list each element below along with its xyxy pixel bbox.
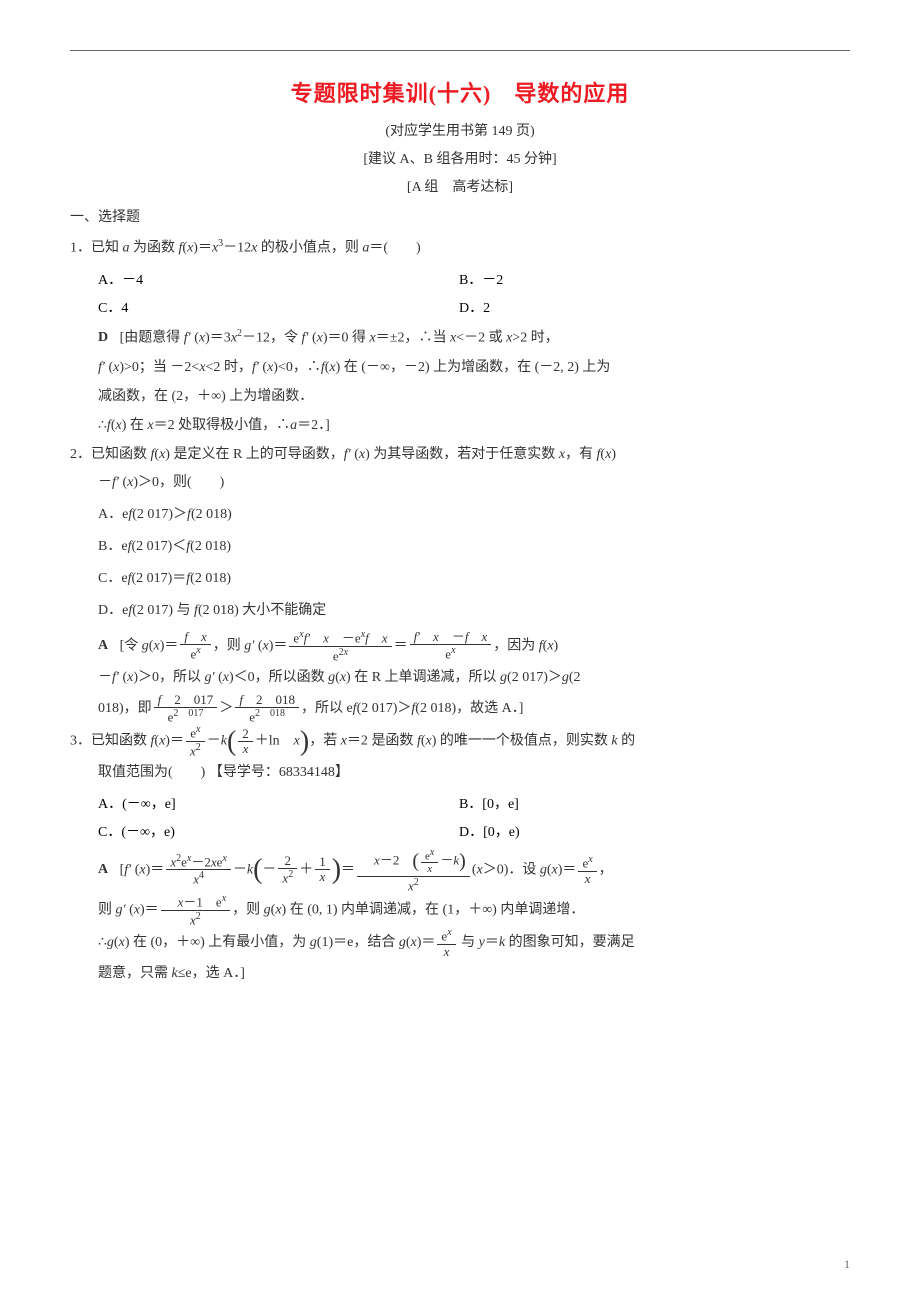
q2-od-1: D．e bbox=[98, 603, 128, 618]
q2-sl-3: ，因为 bbox=[493, 638, 539, 653]
q1-answer: D bbox=[98, 330, 108, 345]
q2-sl-4: ，所以 bbox=[159, 670, 205, 685]
q1-options: A．－4 B．－2 C．4 D．2 bbox=[70, 267, 850, 323]
q2-stem-1: 2．已知函数 bbox=[70, 447, 151, 462]
q3-st-6: 取值范围为( ) bbox=[98, 765, 205, 780]
q3-sl-7: ∴ bbox=[98, 936, 107, 951]
q2-sl-7: 018)，即 bbox=[98, 701, 152, 716]
question-3: 3．已知函数 f(x)＝exx2－k(2x＋ln x)，若 x＝2 是函数 f(… bbox=[70, 724, 850, 786]
q2-oc-2: (2 017)＝ bbox=[131, 571, 186, 586]
guide-number: 【导学号：68334148】 bbox=[209, 765, 349, 780]
q3-options: A．(－∞，e] B．[0，e] C．(－∞，e) D．[0，e) bbox=[70, 791, 850, 847]
q3-st-5: 的 bbox=[618, 734, 636, 749]
q1-sol-12: ∴ bbox=[98, 418, 107, 433]
q2-sl-10: (2 018)，故选 A．] bbox=[415, 701, 523, 716]
q3-sl-4: 则 bbox=[98, 903, 116, 918]
q3-st-1: 3．已知函数 bbox=[70, 734, 151, 749]
q1-option-d: D．2 bbox=[459, 295, 820, 323]
q3-sl-8: 在 (0，＋∞) 上有最小值，为 bbox=[129, 936, 309, 951]
q1-sol-1: [由题意得 bbox=[120, 330, 184, 345]
q3-sl-6: 在 (0, 1) 内单调递减，在 (1，＋∞) 内单调递增． bbox=[286, 903, 584, 918]
page-number: 1 bbox=[844, 1257, 850, 1272]
q3-sl-12: 题意，只需 bbox=[98, 966, 172, 981]
top-divider bbox=[70, 50, 850, 51]
q1-sol-11: 减函数，在 (2，＋∞) 上为增函数． bbox=[98, 389, 313, 404]
q3-sl-2: ．设 bbox=[508, 862, 540, 877]
q2-sl-1: [令 bbox=[120, 638, 142, 653]
q1-sol-3: 得 bbox=[349, 330, 370, 345]
q1-sol-2: ，令 bbox=[270, 330, 302, 345]
q3-sl-11: 的图象可知，要满足 bbox=[505, 936, 635, 951]
q1-sol-8: 时， bbox=[220, 360, 252, 375]
q2-stem-5: ，则( ) bbox=[159, 475, 224, 490]
q2-sl-5: ，所以函数 bbox=[255, 670, 329, 685]
q2-answer: A bbox=[98, 638, 108, 653]
q2-oa-2: (2 017)＞ bbox=[132, 507, 187, 522]
q2-options: A．ef(2 017)＞f(2 018) B．ef(2 017)＜f(2 018… bbox=[70, 501, 850, 625]
q1-stem-1: 1．已知 bbox=[70, 241, 123, 256]
q2-ob-2: (2 017)＜ bbox=[131, 539, 186, 554]
q2-sl-8: ，所以 e bbox=[301, 701, 353, 716]
q2-stem-2: 是定义在 R 上的可导函数， bbox=[170, 447, 344, 462]
q2-oa-3: (2 018) bbox=[191, 507, 232, 522]
q3-st-2: ，若 bbox=[309, 734, 341, 749]
q2-sl-9: (2 017)＞ bbox=[357, 701, 412, 716]
subtitle-group: [A 组 高考达标] bbox=[70, 176, 850, 196]
q1-sol-6: 时， bbox=[527, 330, 559, 345]
q1-sol-14: 处取得极小值，∴ bbox=[175, 418, 291, 433]
q3-st-4: 的唯一一个极值点，则实数 bbox=[436, 734, 611, 749]
question-2: 2．已知函数 f(x) 是定义在 R 上的可导函数，f′ (x) 为其导函数，若… bbox=[70, 441, 850, 497]
q3-sl-10: 与 bbox=[458, 936, 479, 951]
q1-sol-5: 或 bbox=[485, 330, 506, 345]
q3-st-3: 是函数 bbox=[368, 734, 417, 749]
q1-sol-4: ，∴当 bbox=[404, 330, 450, 345]
question-1: 1．已知 a 为函数 f(x)＝x3－12x 的极小值点，则 a＝( ) bbox=[70, 234, 850, 263]
q2-stem-3: 为其导函数，若对于任意实数 bbox=[370, 447, 559, 462]
q2-oc-1: C．e bbox=[98, 571, 128, 586]
q2-od-3: (2 018) 大小不能确定 bbox=[198, 603, 326, 618]
q2-sl-2: ，则 bbox=[213, 638, 245, 653]
q3-sl-13: ，选 A．] bbox=[192, 966, 245, 981]
subtitle-time: [建议 A、B 组各用时：45 分钟] bbox=[70, 148, 850, 168]
q2-oa-1: A．e bbox=[98, 507, 128, 522]
q1-solution: D [由题意得 f′ (x)＝3x2－12，令 f′ (x)＝0 得 x＝±2，… bbox=[70, 323, 850, 441]
q1-sol-13: 在 bbox=[126, 418, 147, 433]
q1-option-b: B．－2 bbox=[459, 267, 820, 295]
section-heading: 一、选择题 bbox=[70, 206, 850, 226]
q3-option-a: A．(－∞，e] bbox=[98, 791, 459, 819]
q1-option-c: C．4 bbox=[98, 295, 459, 323]
q1-stem-3: 的极小值点，则 bbox=[257, 241, 362, 256]
q3-option-d: D．[0，e) bbox=[459, 819, 820, 847]
q2-od-2: (2 017) 与 bbox=[132, 603, 194, 618]
q2-ob-1: B．e bbox=[98, 539, 128, 554]
q3-solution: A [f′ (x)＝x2ex－2xexx4－k(－2x2＋1x)＝ x－2 (e… bbox=[70, 847, 850, 989]
main-title: 专题限时集训(十六) 导数的应用 bbox=[70, 76, 850, 108]
q2-oc-3: (2 018) bbox=[190, 571, 231, 586]
q1-sol-9: ，∴ bbox=[293, 360, 321, 375]
q1-sol-10: 在 (－∞，－2) 上为增函数，在 (－2, 2) 上为 bbox=[340, 360, 610, 375]
q3-sl-9: ，结合 bbox=[353, 936, 399, 951]
q2-stem-4: ，有 bbox=[565, 447, 597, 462]
q1-sol-7: ；当 bbox=[139, 360, 171, 375]
q3-answer: A bbox=[98, 862, 108, 877]
q1-stem-2: 为函数 bbox=[130, 241, 179, 256]
q1-stem-4: ＝( ) bbox=[369, 241, 420, 256]
q2-sl-6: 在 R 上单调递减，所以 bbox=[351, 670, 500, 685]
q3-option-b: B．[0，e] bbox=[459, 791, 820, 819]
q1-option-a: A．－4 bbox=[98, 267, 459, 295]
q2-solution: A [令 g(x)＝f xex，则 g′ (x)＝exf′ x －exf xe2… bbox=[70, 629, 850, 725]
subtitle-page-ref: (对应学生用书第 149 页) bbox=[70, 120, 850, 140]
q3-sl-5: ，则 bbox=[232, 903, 264, 918]
q2-ob-3: (2 018) bbox=[190, 539, 231, 554]
q1-sol-15: ] bbox=[325, 418, 330, 433]
q3-option-c: C．(－∞，e) bbox=[98, 819, 459, 847]
q3-sl-3: ， bbox=[599, 862, 613, 877]
